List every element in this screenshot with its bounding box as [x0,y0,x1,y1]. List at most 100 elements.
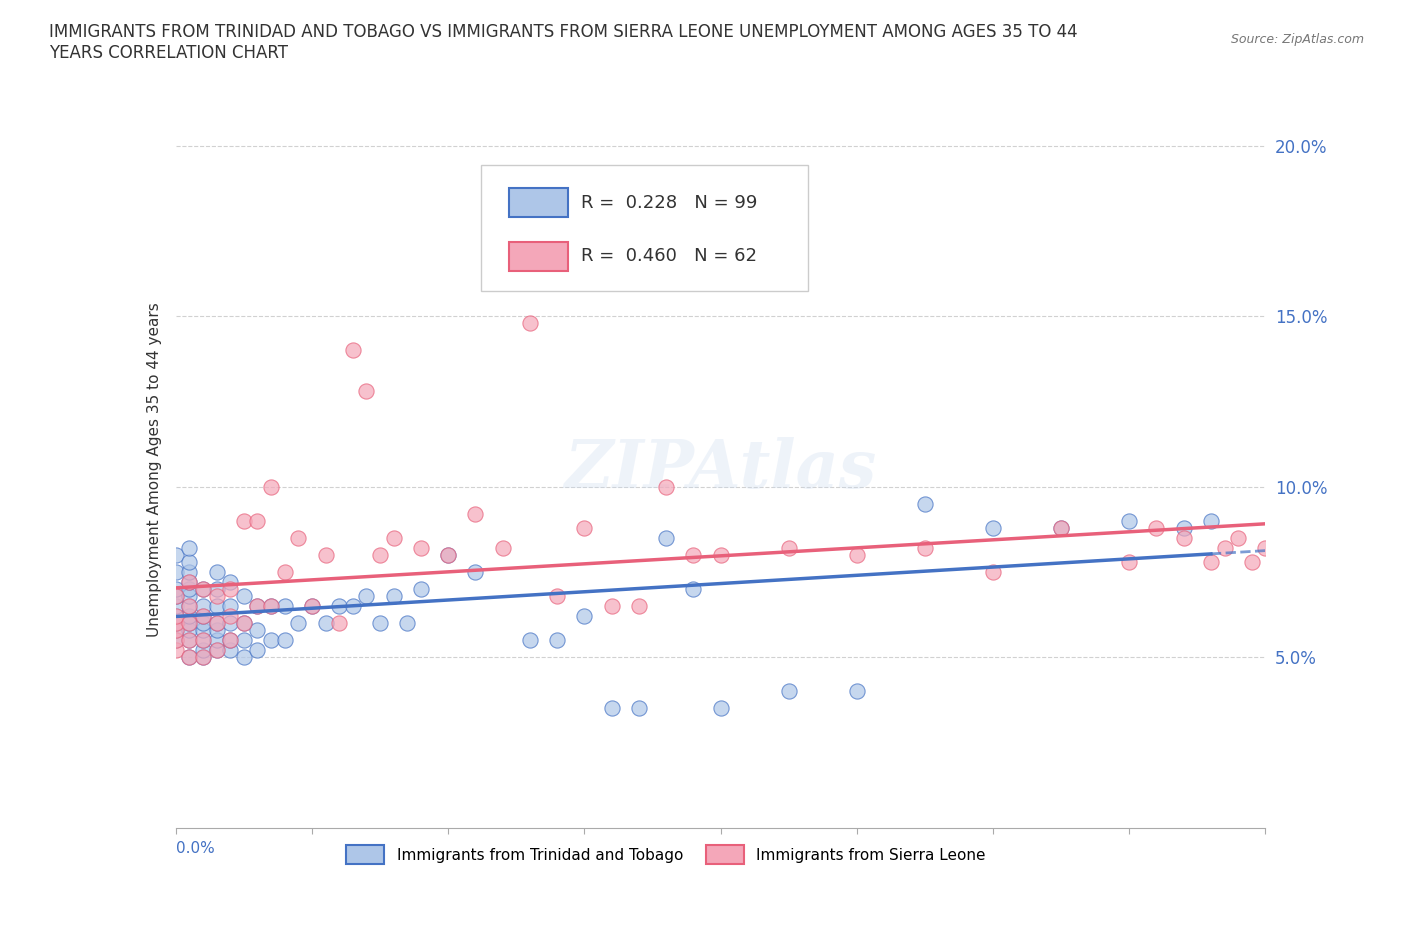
Point [179,575,201,590]
Point [301,599,323,614]
Point [655,530,678,545]
Point [1118,554,1140,569]
Point [682,548,704,563]
Point [165,589,187,604]
Point [315,548,337,563]
Point [165,609,187,624]
Point [981,520,1004,535]
Point [246,513,269,528]
Point [179,650,201,665]
Point [492,540,515,555]
Point [356,589,378,604]
Point [165,609,187,624]
Point [219,575,242,590]
Point [205,643,228,658]
Point [165,589,187,604]
Point [165,632,187,647]
Point [1050,520,1073,535]
Point [382,589,405,604]
Point [179,565,201,579]
Point [246,599,269,614]
Point [260,632,283,647]
Point [1227,530,1250,545]
Point [165,616,187,631]
Point [246,622,269,637]
Point [1144,520,1167,535]
Point [315,616,337,631]
FancyBboxPatch shape [509,242,568,271]
Point [627,701,650,716]
Point [409,540,432,555]
Point [179,554,201,569]
Point [191,650,214,665]
Point [191,581,214,596]
Point [219,632,242,647]
Point [205,589,228,604]
Point [219,581,242,596]
Point [246,599,269,614]
Point [165,622,187,637]
Y-axis label: Unemployment Among Ages 35 to 44 years: Unemployment Among Ages 35 to 44 years [146,302,162,637]
Point [219,643,242,658]
Point [232,616,254,631]
Point [914,497,936,512]
Point [546,632,568,647]
Point [179,609,201,624]
Point [274,632,297,647]
Point [1254,540,1277,555]
Point [179,616,201,631]
Point [179,632,201,647]
Point [260,599,283,614]
Point [260,599,283,614]
Point [519,315,541,330]
Point [1050,520,1073,535]
Text: 0.0%: 0.0% [176,841,215,856]
Point [574,609,596,624]
Point [205,616,228,631]
Point [191,599,214,614]
Point [205,632,228,647]
Point [437,548,460,563]
Point [205,581,228,596]
Point [519,632,541,647]
Point [287,616,309,631]
Text: R =  0.228   N = 99: R = 0.228 N = 99 [581,193,758,211]
Point [627,599,650,614]
Point [342,343,364,358]
Point [191,632,214,647]
Point [574,520,596,535]
Text: ZIPAtlas: ZIPAtlas [564,437,877,502]
Point [778,540,800,555]
Point [328,616,350,631]
Point [710,548,733,563]
Point [845,548,868,563]
Point [165,565,187,579]
Point [205,622,228,637]
Point [179,632,201,647]
Point [464,507,486,522]
Point [179,575,201,590]
Text: R =  0.460   N = 62: R = 0.460 N = 62 [581,247,756,265]
Point [246,643,269,658]
Point [165,622,187,637]
Point [492,179,515,194]
Text: Source: ZipAtlas.com: Source: ZipAtlas.com [1230,33,1364,46]
Point [845,684,868,698]
Point [1173,530,1195,545]
Point [191,609,214,624]
Point [165,599,187,614]
FancyBboxPatch shape [509,188,568,217]
Point [1118,513,1140,528]
Point [301,599,323,614]
Point [287,530,309,545]
Point [274,599,297,614]
Point [191,581,214,596]
Point [710,701,733,716]
Point [232,589,254,604]
Point [205,599,228,614]
Point [464,565,486,579]
Point [179,581,201,596]
Point [655,479,678,494]
Point [382,530,405,545]
Point [191,650,214,665]
